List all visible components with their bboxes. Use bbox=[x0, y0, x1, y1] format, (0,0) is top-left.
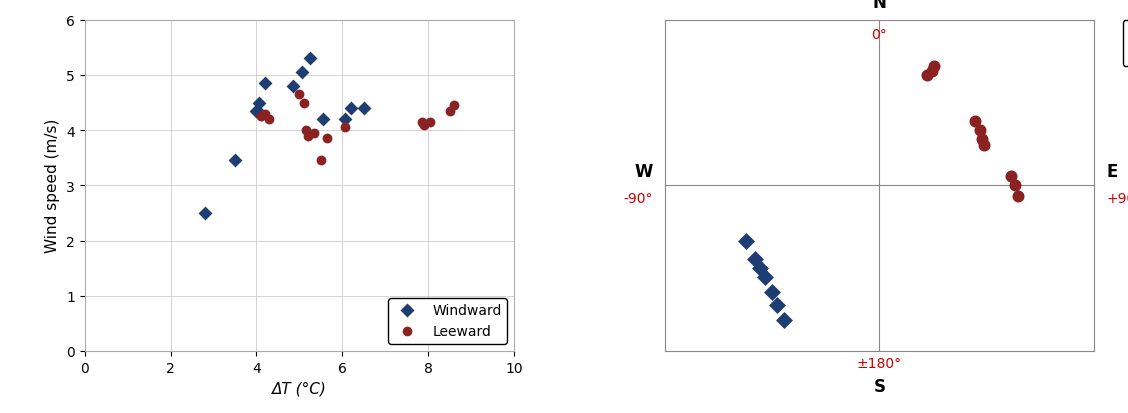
Point bbox=[299, 133, 317, 140]
Point bbox=[252, 111, 270, 118]
Legend: Windward, Leeward: Windward, Leeward bbox=[388, 298, 508, 344]
Point bbox=[441, 108, 459, 115]
Point bbox=[196, 210, 214, 217]
Point bbox=[290, 92, 308, 98]
Point bbox=[415, 122, 433, 128]
Point bbox=[925, 63, 943, 70]
Point bbox=[422, 119, 440, 126]
Point bbox=[297, 128, 315, 134]
Text: E: E bbox=[1107, 162, 1118, 180]
Point bbox=[247, 108, 265, 115]
Point bbox=[923, 69, 941, 75]
Point bbox=[311, 158, 329, 164]
Point bbox=[768, 302, 786, 309]
Point bbox=[306, 130, 324, 137]
Point bbox=[226, 158, 244, 164]
Point bbox=[775, 316, 793, 323]
Point bbox=[335, 116, 353, 123]
Point bbox=[342, 105, 360, 112]
Point bbox=[966, 118, 984, 125]
Text: +90°: +90° bbox=[1107, 191, 1128, 205]
Point bbox=[413, 119, 431, 126]
Point bbox=[756, 274, 774, 281]
Point bbox=[446, 103, 464, 109]
Text: W: W bbox=[634, 162, 653, 180]
Point bbox=[256, 81, 274, 87]
Point bbox=[301, 56, 319, 62]
Point bbox=[355, 105, 373, 112]
Text: -90°: -90° bbox=[623, 191, 653, 205]
Point bbox=[918, 72, 936, 79]
Point bbox=[763, 289, 781, 296]
Point bbox=[1006, 183, 1024, 189]
Point bbox=[747, 256, 765, 263]
X-axis label: ΔT (°C): ΔT (°C) bbox=[272, 380, 327, 395]
Point bbox=[1008, 194, 1026, 200]
Point bbox=[976, 142, 994, 149]
Point bbox=[973, 137, 992, 143]
Point bbox=[335, 125, 353, 131]
Point bbox=[970, 128, 988, 134]
Point bbox=[249, 100, 267, 107]
Text: 0°: 0° bbox=[872, 28, 888, 42]
Point bbox=[314, 116, 332, 123]
Legend: Windward, Leeward: Windward, Leeward bbox=[1122, 21, 1128, 67]
Point bbox=[751, 265, 769, 272]
Y-axis label: Wind speed (m/s): Wind speed (m/s) bbox=[45, 119, 61, 253]
Point bbox=[318, 136, 336, 142]
Text: ±180°: ±180° bbox=[857, 356, 902, 370]
Point bbox=[294, 100, 312, 107]
Text: S: S bbox=[873, 377, 885, 395]
Point bbox=[1002, 173, 1020, 180]
Text: N: N bbox=[872, 0, 887, 12]
Point bbox=[292, 70, 310, 76]
Point bbox=[737, 237, 755, 244]
Point bbox=[261, 116, 279, 123]
Point bbox=[252, 114, 270, 120]
Point bbox=[284, 83, 302, 90]
Point bbox=[256, 111, 274, 118]
